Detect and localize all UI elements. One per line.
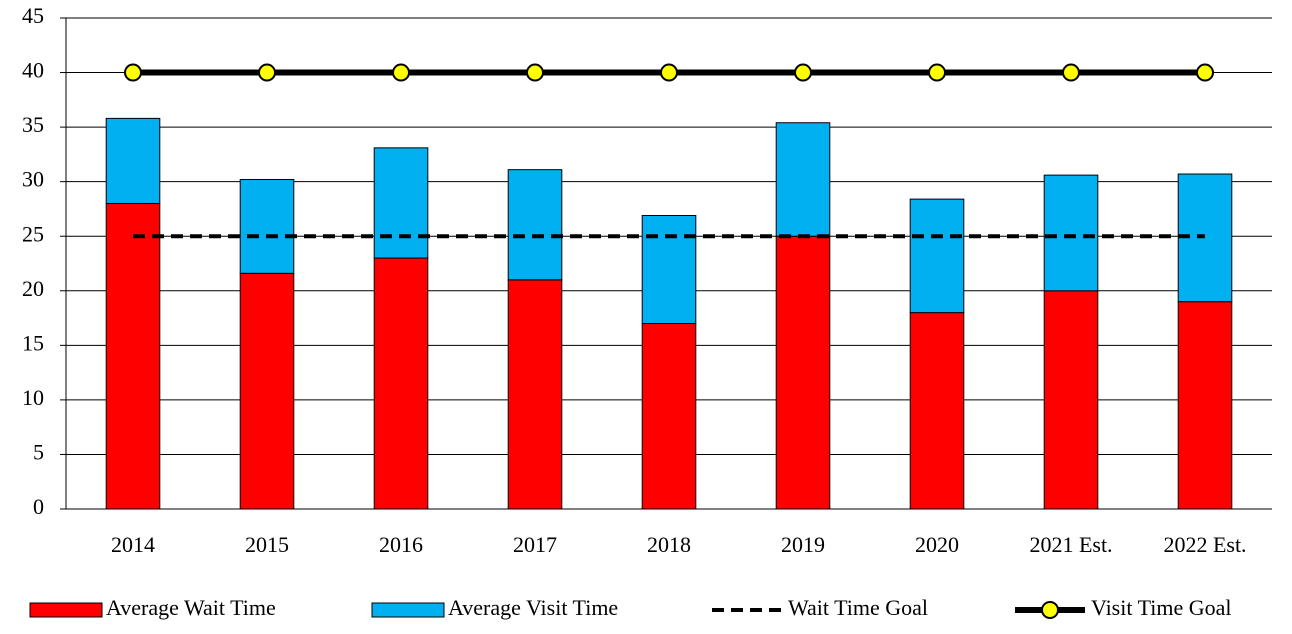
x-tick-label: 2022 Est. <box>1163 532 1246 557</box>
legend-label: Visit Time Goal <box>1091 595 1232 620</box>
bar <box>1177 301 1233 510</box>
x-tick-label: 2017 <box>513 532 557 557</box>
bar <box>909 198 965 314</box>
marker <box>392 63 410 82</box>
y-tick-label: 20 <box>22 276 44 301</box>
bar <box>239 178 295 274</box>
y-tick-label: 40 <box>22 58 44 83</box>
bar <box>507 169 563 281</box>
marker <box>1062 63 1080 82</box>
x-tick-label: 2019 <box>781 532 825 557</box>
y-tick-label: 10 <box>22 385 44 410</box>
bar <box>1043 174 1099 292</box>
x-tick-label: 2015 <box>245 532 289 557</box>
bar <box>507 279 563 510</box>
marker <box>258 63 276 82</box>
bar <box>239 272 295 510</box>
y-tick-label: 35 <box>22 112 44 137</box>
y-tick-label: 0 <box>33 494 44 519</box>
legend-label: Wait Time Goal <box>788 595 928 620</box>
marker <box>660 63 678 82</box>
x-tick-label: 2021 Est. <box>1029 532 1112 557</box>
bar <box>641 323 697 510</box>
bar <box>373 147 429 259</box>
bar <box>909 312 965 510</box>
marker <box>794 63 812 82</box>
legend-label: Average Visit Time <box>448 595 618 620</box>
y-tick-label: 30 <box>22 167 44 192</box>
x-tick-label: 2014 <box>111 532 155 557</box>
bar <box>775 122 831 237</box>
y-tick-label: 45 <box>22 3 44 28</box>
legend-swatch <box>29 602 103 618</box>
y-tick-label: 15 <box>22 330 44 355</box>
bar <box>105 202 161 510</box>
y-tick-label: 25 <box>22 221 44 246</box>
x-tick-label: 2020 <box>915 532 959 557</box>
bar <box>775 235 831 510</box>
bar <box>641 214 697 325</box>
bar <box>105 117 161 204</box>
x-tick-label: 2018 <box>647 532 691 557</box>
marker <box>1196 63 1214 82</box>
x-tick-label: 2016 <box>379 532 423 557</box>
marker <box>526 63 544 82</box>
legend-swatch <box>371 602 445 618</box>
legend-marker <box>1041 601 1059 619</box>
legend-label: Average Wait Time <box>106 595 276 620</box>
y-tick-label: 5 <box>33 439 44 464</box>
bar <box>1043 290 1099 510</box>
marker <box>124 63 142 82</box>
marker <box>928 63 946 82</box>
bar <box>373 257 429 510</box>
